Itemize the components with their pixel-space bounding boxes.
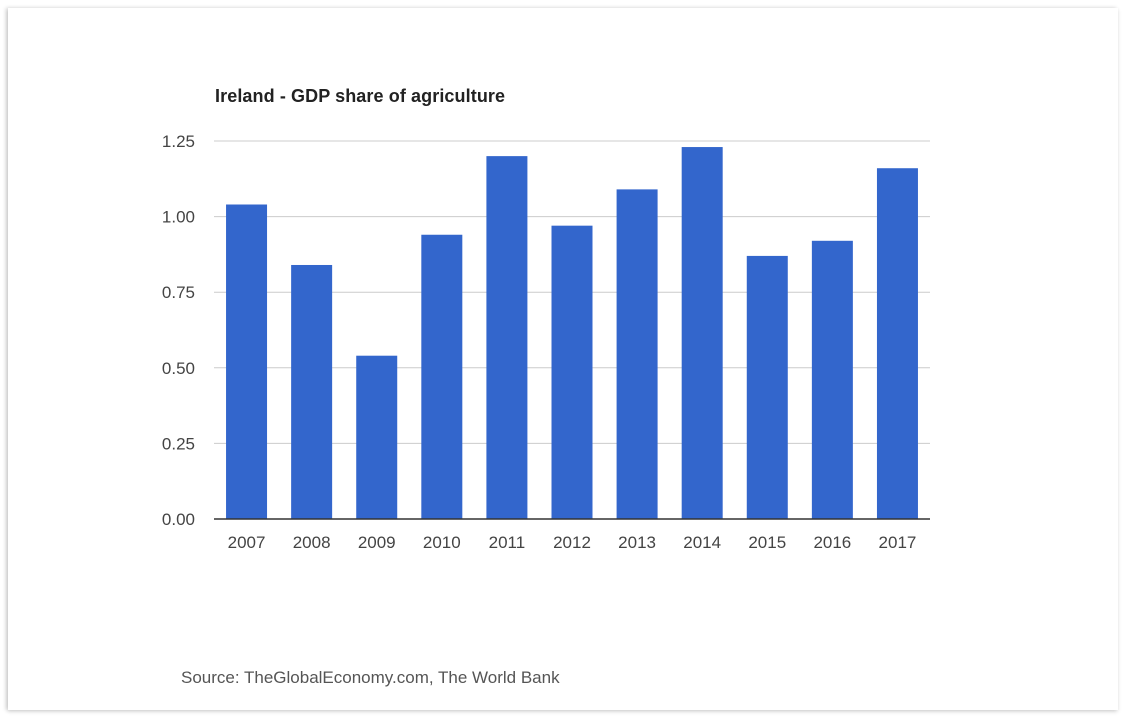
- bar-2016: [811, 240, 853, 520]
- x-tick-label: 2015: [748, 533, 786, 552]
- bar-2008: [291, 264, 333, 519]
- y-tick-label: 0.75: [162, 283, 195, 302]
- bar-2007: [226, 204, 268, 519]
- x-tick-label: 2008: [293, 533, 331, 552]
- x-tick-label: 2014: [683, 533, 721, 552]
- y-tick-label: 0.00: [162, 510, 195, 529]
- bar-2012: [551, 225, 593, 519]
- x-tick-label: 2009: [358, 533, 396, 552]
- x-tick-label: 2007: [228, 533, 266, 552]
- y-tick-label: 0.25: [162, 434, 195, 453]
- y-tick-label: 1.25: [162, 132, 195, 151]
- y-tick-label: 1.00: [162, 208, 195, 227]
- bar-2010: [421, 234, 463, 519]
- bar-2015: [746, 255, 788, 520]
- chart-title: Ireland - GDP share of agriculture: [215, 86, 506, 106]
- bar-2017: [876, 168, 918, 519]
- x-tick-label: 2017: [879, 533, 917, 552]
- x-tick-label: 2011: [489, 533, 526, 552]
- x-tick-label: 2012: [553, 533, 591, 552]
- x-tick-label: 2013: [618, 533, 656, 552]
- bar-2013: [616, 189, 658, 519]
- x-tick-label: 2016: [813, 533, 851, 552]
- source-note: Source: TheGlobalEconomy.com, The World …: [181, 668, 560, 687]
- bar-2011: [486, 156, 528, 519]
- bar-2009: [356, 355, 398, 519]
- y-tick-label: 0.50: [162, 359, 195, 378]
- bar-2014: [681, 147, 723, 519]
- x-tick-label: 2010: [423, 533, 461, 552]
